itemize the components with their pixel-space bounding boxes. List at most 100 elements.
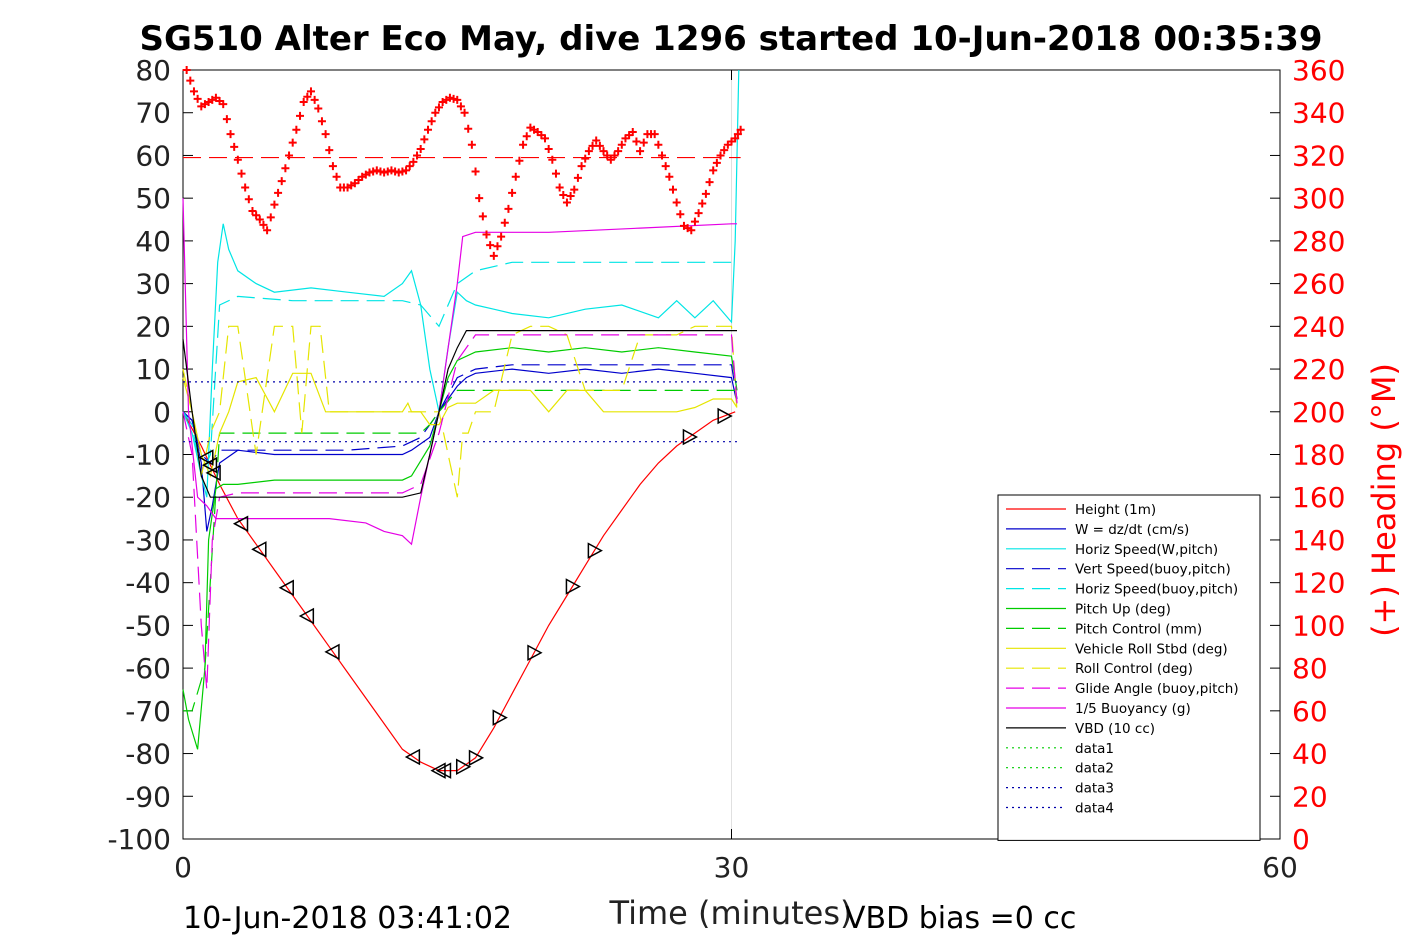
heading-marker	[712, 158, 721, 167]
heading-marker	[248, 206, 257, 215]
heading-marker	[603, 151, 612, 160]
heading-marker	[665, 172, 674, 181]
y-right-tick-label: 20	[1292, 780, 1328, 813]
axes: 0 30 6080706050403020100-10-20-30-40-50-60…	[107, 54, 1345, 884]
heading-marker	[661, 162, 670, 171]
y-left-tick-label: -50	[125, 609, 171, 642]
heading-marker	[690, 217, 699, 226]
series-line-9	[182, 334, 738, 690]
heading-marker	[504, 204, 513, 213]
legend-label: Horiz Speed(W,pitch)	[1075, 542, 1218, 558]
y-left-tick-label: -80	[125, 738, 171, 771]
heading-marker	[592, 136, 601, 145]
heading-marker	[420, 135, 429, 144]
heading-marker	[325, 146, 334, 155]
heading-marker	[588, 141, 597, 150]
heading-marker	[617, 140, 626, 149]
height-marker	[404, 748, 421, 766]
heading-marker	[222, 115, 231, 124]
heading-marker	[606, 155, 615, 164]
height-marker	[324, 643, 340, 661]
height-marker	[232, 515, 249, 532]
y-left-tick-label: -20	[125, 481, 171, 514]
y-right-tick-label: 180	[1292, 439, 1345, 472]
legend-label: data3	[1075, 781, 1114, 797]
y-left-tick-label: -100	[107, 823, 171, 856]
heading-marker	[423, 125, 432, 134]
heading-marker	[460, 108, 469, 117]
y-left-tick-label: 0	[153, 396, 171, 429]
heading-marker	[263, 226, 272, 235]
heading-marker	[515, 156, 524, 165]
height-marker	[565, 578, 582, 595]
heading-marker	[274, 188, 283, 197]
heading-marker	[453, 95, 462, 104]
x-tick-label: 0	[174, 851, 192, 884]
height-marker	[527, 644, 543, 661]
heading-marker	[409, 157, 418, 166]
y-left-tick-label: -30	[125, 524, 171, 557]
series-line-11	[182, 330, 737, 498]
height-marker	[717, 407, 733, 425]
y-right-tick-label: 260	[1292, 268, 1345, 301]
y-right-tick-label: 40	[1292, 738, 1328, 771]
legend-label: data4	[1075, 801, 1114, 817]
heading-marker	[581, 154, 590, 163]
y-left-tick-label: 30	[135, 268, 171, 301]
heading-marker	[306, 87, 315, 96]
right-axis-label: (+) Heading (°M)	[1365, 363, 1403, 637]
legend-label: W = dz/dt (cm/s)	[1075, 522, 1189, 538]
heading-marker	[186, 76, 195, 85]
footer-vbd-bias: VBD bias =0 cc	[845, 901, 1076, 936]
heading-marker	[277, 177, 286, 186]
heading-marker	[687, 226, 696, 235]
y-right-tick-label: 200	[1292, 396, 1345, 429]
heading-marker	[427, 117, 436, 126]
legend-label: Vert Speed(buoy,pitch)	[1075, 562, 1231, 578]
heading-marker	[508, 188, 517, 197]
heading-marker	[650, 130, 659, 139]
heading-marker	[736, 125, 745, 134]
legend-label: Pitch Control (mm)	[1075, 621, 1202, 637]
series-line-2	[182, 69, 740, 498]
y-right-tick-label: 0	[1292, 823, 1310, 856]
y-right-tick-label: 140	[1292, 524, 1345, 557]
heading-marker	[241, 183, 250, 192]
heading-marker	[317, 117, 326, 126]
heading-marker	[471, 167, 480, 176]
heading-marker	[193, 94, 202, 103]
heading-marker	[541, 134, 550, 143]
series-line-5	[182, 347, 738, 750]
heading-marker	[332, 172, 341, 181]
x-axis-label: Time (minutes)	[609, 894, 853, 932]
legend-label: VBD (10 cc)	[1075, 721, 1155, 737]
heading-marker	[548, 155, 557, 164]
series-line-10	[182, 198, 737, 546]
heading-marker	[413, 151, 422, 160]
heading-marker	[676, 210, 685, 219]
chart-title: SG510 Alter Eco May, dive 1296 started 1…	[139, 19, 1322, 59]
legend-label: data2	[1075, 761, 1114, 777]
heading-marker	[570, 185, 579, 194]
heading-marker	[698, 199, 707, 208]
y-left-tick-label: 40	[135, 225, 171, 258]
heading-marker	[464, 124, 473, 133]
y-right-tick-label: 80	[1292, 652, 1328, 685]
heading-marker	[614, 147, 623, 156]
height-marker	[251, 541, 267, 558]
heading-marker	[292, 125, 301, 134]
height-marker	[492, 709, 508, 726]
heading-marker	[628, 127, 637, 136]
heading-marker	[705, 178, 714, 187]
heading-marker	[475, 194, 484, 203]
heading-marker	[672, 198, 681, 207]
heading-marker	[731, 134, 740, 143]
heading-marker	[500, 218, 509, 227]
y-right-tick-label: 120	[1292, 567, 1345, 600]
height-marker	[587, 542, 603, 559]
height-marker	[201, 456, 218, 474]
heading-marker	[610, 151, 619, 160]
heading-marker	[636, 147, 645, 156]
heading-marker	[259, 220, 268, 229]
height-marker	[682, 428, 699, 446]
